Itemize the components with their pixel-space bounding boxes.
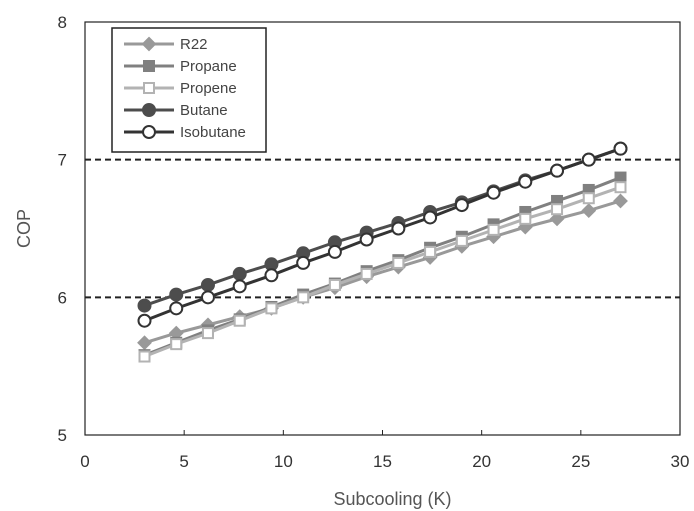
data-point-isobutane	[169, 301, 184, 316]
data-point-propene	[201, 327, 214, 340]
x-tick-label: 5	[179, 452, 188, 471]
data-point-isobutane	[391, 221, 406, 236]
legend-label: Propane	[180, 58, 237, 75]
data-point-propene	[170, 338, 183, 351]
legend-marker	[143, 60, 155, 72]
y-tick-label: 7	[58, 151, 67, 170]
data-point-propene	[455, 234, 468, 247]
series-propene	[138, 181, 627, 363]
data-point-propene	[360, 267, 373, 280]
data-point-isobutane	[296, 255, 311, 270]
data-point-propene	[328, 278, 341, 291]
x-tick-label: 30	[671, 452, 690, 471]
reference-lines	[85, 158, 680, 299]
series-isobutane	[137, 141, 628, 328]
legend-label: Propene	[180, 80, 237, 97]
data-point-r22	[549, 211, 565, 227]
series-line-propane	[143, 176, 622, 357]
legend-label: Isobutane	[180, 124, 246, 141]
series-line-isobutane	[143, 147, 621, 323]
data-point-isobutane	[550, 163, 565, 178]
legend-entry-r22: R22	[124, 36, 208, 53]
legend: R22 Propane Propene Butane Isobutane	[111, 27, 267, 153]
data-point-r22	[613, 193, 628, 209]
data-point-butane	[232, 266, 247, 281]
legend-label: R22	[180, 36, 208, 53]
x-tick-label: 15	[373, 452, 392, 471]
legend-entry-butane: Butane	[124, 102, 228, 119]
x-axis-title: Subcooling (K)	[333, 489, 451, 509]
data-point-propene	[297, 291, 310, 304]
data-point-propene	[582, 192, 595, 205]
data-point-isobutane	[613, 141, 628, 156]
data-point-butane	[169, 287, 184, 302]
x-tick-label: 20	[472, 452, 491, 471]
data-point-isobutane	[423, 210, 438, 225]
data-point-isobutane	[454, 198, 469, 213]
legend-entry-propene: Propene	[124, 80, 237, 97]
data-point-isobutane	[232, 279, 247, 294]
data-point-isobutane	[200, 290, 215, 305]
legend-entry-isobutane: Isobutane	[124, 124, 246, 141]
data-point-isobutane	[581, 152, 596, 167]
legend-marker	[142, 103, 156, 117]
data-point-propene	[392, 256, 405, 269]
data-point-isobutane	[359, 232, 374, 247]
data-point-isobutane	[264, 268, 279, 283]
data-point-propene	[487, 223, 500, 236]
legend-marker	[142, 125, 156, 139]
data-point-propene	[424, 245, 437, 258]
legend-entry-propane: Propane	[124, 58, 237, 75]
data-point-r22	[137, 335, 152, 351]
data-point-propane	[614, 171, 627, 184]
x-tick-label: 25	[571, 452, 590, 471]
x-tick-label: 10	[274, 452, 293, 471]
data-point-butane	[200, 277, 215, 292]
data-point-propene	[519, 212, 532, 225]
data-point-butane	[137, 298, 152, 313]
data-point-propene	[138, 350, 151, 363]
data-point-isobutane	[137, 313, 152, 328]
data-point-propene	[233, 314, 246, 327]
y-tick-label: 8	[58, 13, 67, 32]
data-point-propene	[551, 203, 564, 216]
series-line-propene	[143, 185, 621, 358]
legend-label: Butane	[180, 102, 228, 119]
data-point-r22	[581, 203, 597, 219]
data-point-propene	[265, 302, 278, 315]
series-layer	[137, 141, 628, 363]
y-tick-label: 5	[58, 426, 67, 445]
legend-marker	[141, 36, 157, 52]
data-point-isobutane	[486, 185, 501, 200]
series-line-r22	[144, 199, 621, 345]
y-tick-label: 6	[58, 288, 67, 307]
x-tick-label: 0	[80, 452, 89, 471]
data-point-isobutane	[327, 244, 342, 259]
y-axis-title: COP	[14, 209, 34, 248]
legend-marker	[143, 82, 155, 94]
data-point-isobutane	[518, 174, 533, 189]
data-point-propene	[614, 181, 627, 194]
